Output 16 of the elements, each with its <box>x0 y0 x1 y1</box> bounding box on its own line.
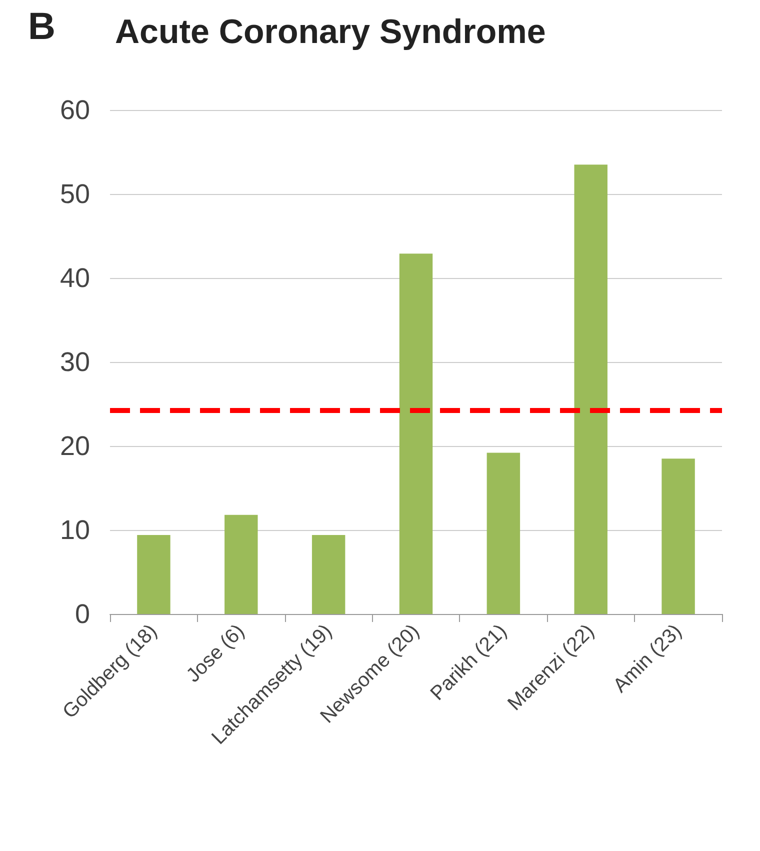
bar <box>486 452 520 614</box>
bar <box>399 254 433 614</box>
y-tick-label: 20 <box>60 431 90 461</box>
y-tick-label: 10 <box>60 515 90 545</box>
y-tick-label: 40 <box>60 263 90 293</box>
y-tick-label: 60 <box>60 95 90 125</box>
chart-title: Acute Coronary Syndrome <box>115 13 546 51</box>
bar <box>224 514 258 614</box>
y-tick-label: 50 <box>60 179 90 209</box>
bar <box>574 164 608 614</box>
text: B <box>28 6 56 48</box>
bar <box>137 535 170 614</box>
bar <box>312 535 346 614</box>
bar <box>662 458 695 614</box>
y-tick-label: 0 <box>74 599 90 629</box>
y-tick-label: 30 <box>60 347 90 377</box>
